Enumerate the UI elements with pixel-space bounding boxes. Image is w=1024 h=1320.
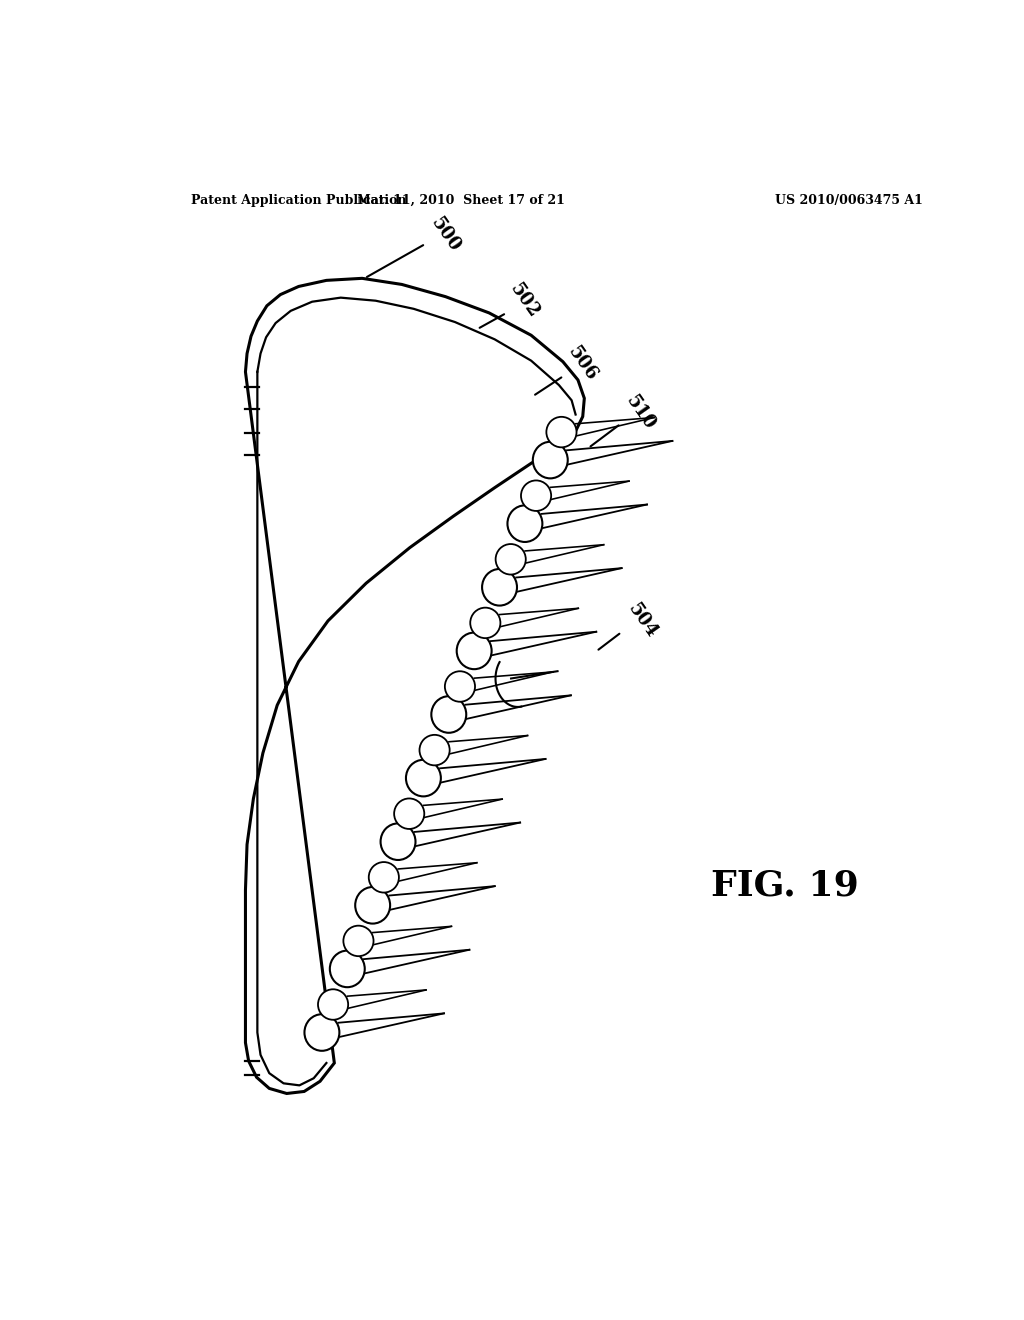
Ellipse shape (406, 760, 441, 796)
Text: 506: 506 (564, 343, 600, 384)
Ellipse shape (444, 672, 475, 702)
Ellipse shape (431, 696, 466, 733)
Ellipse shape (343, 925, 374, 956)
Ellipse shape (394, 799, 424, 829)
Text: 502: 502 (507, 280, 543, 321)
Ellipse shape (355, 887, 390, 924)
Text: 510: 510 (623, 392, 658, 433)
Ellipse shape (470, 607, 501, 638)
Ellipse shape (318, 989, 348, 1020)
Ellipse shape (369, 862, 399, 892)
Text: 504: 504 (624, 601, 660, 642)
Ellipse shape (457, 632, 492, 669)
Text: Mar. 11, 2010  Sheet 17 of 21: Mar. 11, 2010 Sheet 17 of 21 (357, 194, 565, 207)
Text: 500: 500 (427, 214, 464, 255)
Ellipse shape (547, 417, 577, 447)
Text: FIG. 19: FIG. 19 (712, 869, 859, 902)
Ellipse shape (508, 506, 543, 543)
Polygon shape (246, 279, 585, 1093)
Ellipse shape (330, 950, 365, 987)
Ellipse shape (420, 735, 450, 766)
Ellipse shape (521, 480, 551, 511)
Ellipse shape (496, 544, 525, 574)
Ellipse shape (482, 569, 517, 606)
Ellipse shape (532, 442, 567, 478)
Text: Patent Application Publication: Patent Application Publication (191, 194, 407, 207)
Text: US 2010/0063475 A1: US 2010/0063475 A1 (775, 194, 923, 207)
Ellipse shape (381, 824, 416, 861)
Ellipse shape (304, 1014, 339, 1051)
